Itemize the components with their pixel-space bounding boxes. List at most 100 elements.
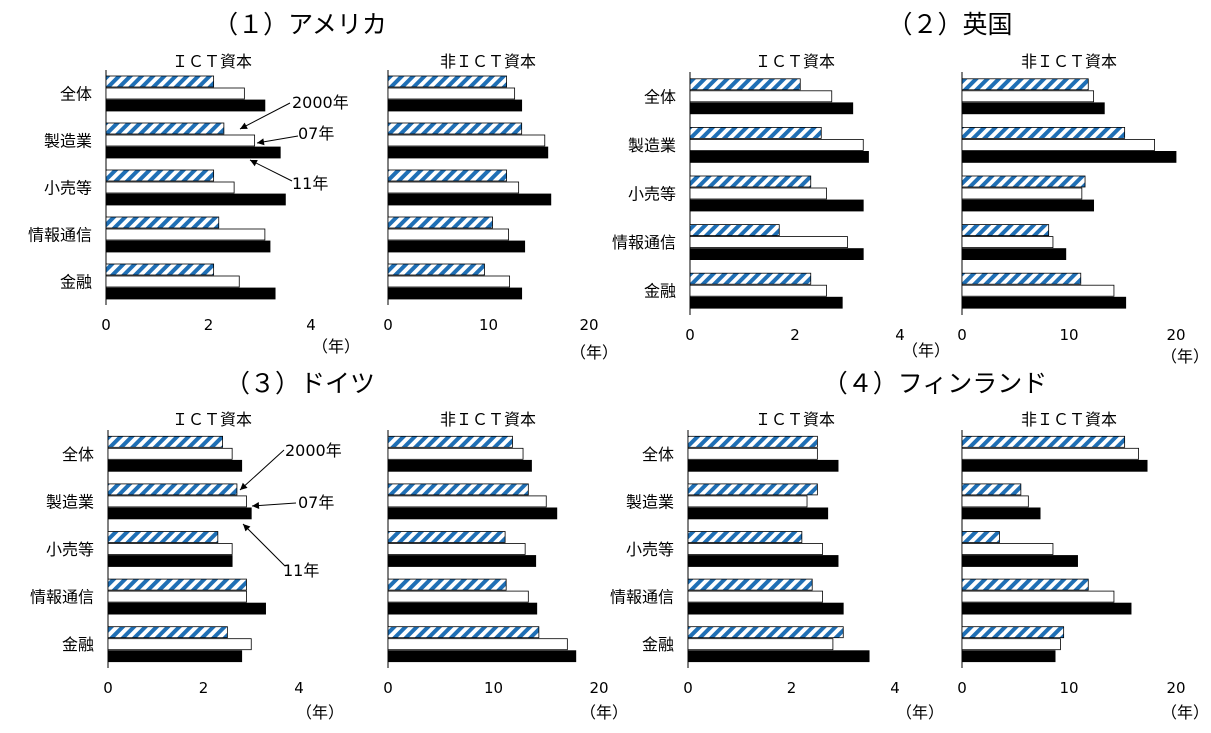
bar-07 — [388, 639, 567, 650]
bar-07 — [388, 182, 519, 193]
category-label: 小売等 — [46, 540, 94, 559]
bar-11 — [108, 651, 242, 662]
bar-11 — [108, 460, 242, 471]
country-title: （４）フィンランド — [823, 369, 1048, 398]
bar-07 — [690, 139, 863, 150]
bar-07 — [962, 285, 1114, 296]
country-title: （３）ドイツ — [225, 369, 375, 398]
category-label: 製造業 — [626, 492, 674, 511]
bar-2000 — [962, 176, 1085, 187]
bar-11 — [388, 100, 522, 111]
nonict-subplot: 非ＩＣＴ資本 0 10 20 （年） — [957, 52, 1209, 366]
category-label: 金融 — [644, 282, 676, 301]
x-tick-label: 20 — [1166, 326, 1185, 344]
country-panel: （３）ドイツＩＣＴ資本全体製造業小売等情報通信金融0 2 4（年）非ＩＣＴ資本0 10… — [30, 369, 628, 722]
category-label: 製造業 — [46, 492, 94, 511]
category-label: 情報通信 — [28, 226, 92, 245]
x-tick-label: 0 — [383, 316, 393, 334]
bar-11 — [106, 147, 280, 158]
ict-panel-title: ＩＣＴ資本 — [755, 52, 835, 71]
ict-panel-title: ＩＣＴ資本 — [172, 52, 252, 71]
nonict-panel-title: 非ＩＣＴ資本 — [440, 410, 536, 429]
bar-11 — [106, 194, 285, 205]
callout-line — [250, 160, 292, 181]
series-label: 11年 — [283, 561, 319, 580]
bar-07 — [106, 88, 244, 99]
bar-2000 — [108, 532, 218, 543]
bar-11 — [962, 200, 1094, 211]
nonict-subplot: 非ＩＣＴ資本 0 10 20 （年） — [383, 410, 628, 722]
unit-label: （年） — [580, 703, 628, 722]
bar-2000 — [688, 532, 802, 543]
bar-07 — [690, 91, 832, 102]
callout-arrowhead — [252, 502, 259, 509]
bar-2000 — [106, 264, 214, 275]
x-tick-label: 20 — [1166, 679, 1185, 697]
unit-label: （年） — [312, 337, 360, 356]
x-tick-label: 0 — [957, 326, 967, 344]
x-tick-label: 4 — [306, 316, 316, 334]
bar-07 — [962, 188, 1082, 199]
bar-07 — [106, 135, 255, 146]
bar-11 — [690, 200, 863, 211]
nonict-panel-title: 非ＩＣＴ資本 — [1021, 52, 1117, 71]
bar-11 — [388, 651, 576, 662]
bar-07 — [108, 448, 232, 459]
bar-2000 — [690, 176, 811, 187]
bar-07 — [690, 285, 827, 296]
country-title: （１）アメリカ — [213, 10, 387, 39]
bar-11 — [690, 297, 842, 308]
bar-07 — [962, 544, 1053, 555]
x-tick-label: 0 — [103, 679, 113, 697]
nonict-panel-title: 非ＩＣＴ資本 — [1021, 410, 1117, 429]
bar-2000 — [388, 532, 505, 543]
x-tick-label: 0 — [683, 679, 693, 697]
bar-07 — [962, 91, 1094, 102]
bar-07 — [388, 544, 525, 555]
x-tick-label: 2 — [787, 679, 797, 697]
x-tick-label: 10 — [1059, 326, 1078, 344]
bar-11 — [388, 241, 525, 252]
x-tick-label: 0 — [383, 679, 393, 697]
bar-2000 — [690, 79, 800, 90]
bar-11 — [388, 603, 537, 614]
bar-2000 — [962, 532, 999, 543]
bar-07 — [962, 448, 1139, 459]
bar-2000 — [962, 579, 1088, 590]
bar-2000 — [106, 170, 214, 181]
series-label: 07年 — [298, 124, 334, 143]
series-label: 2000年 — [292, 93, 349, 112]
bar-2000 — [388, 264, 484, 275]
bar-07 — [108, 591, 246, 602]
bar-07 — [106, 229, 265, 240]
series-callouts: 2000年 07年 11年 — [240, 441, 342, 580]
bar-07 — [962, 496, 1028, 507]
category-label: 情報通信 — [612, 233, 676, 252]
bar-2000 — [688, 484, 817, 495]
bar-07 — [388, 276, 510, 287]
bar-11 — [962, 508, 1040, 519]
x-tick-label: 2 — [204, 316, 214, 334]
category-label: 金融 — [62, 635, 94, 654]
bar-11 — [688, 556, 838, 567]
bar-11 — [108, 556, 232, 567]
bar-07 — [388, 496, 546, 507]
bar-2000 — [690, 225, 779, 236]
bar-07 — [688, 591, 823, 602]
bar-07 — [962, 237, 1053, 248]
bar-07 — [688, 639, 833, 650]
callout-line — [243, 524, 285, 566]
category-label: 全体 — [62, 445, 94, 464]
bar-2000 — [962, 627, 1064, 638]
unit-label: （年） — [896, 703, 944, 722]
bar-2000 — [690, 127, 821, 138]
bar-07 — [108, 544, 232, 555]
bar-11 — [690, 103, 853, 114]
bar-2000 — [688, 436, 817, 447]
bar-07 — [108, 639, 251, 650]
bar-2000 — [388, 217, 493, 228]
